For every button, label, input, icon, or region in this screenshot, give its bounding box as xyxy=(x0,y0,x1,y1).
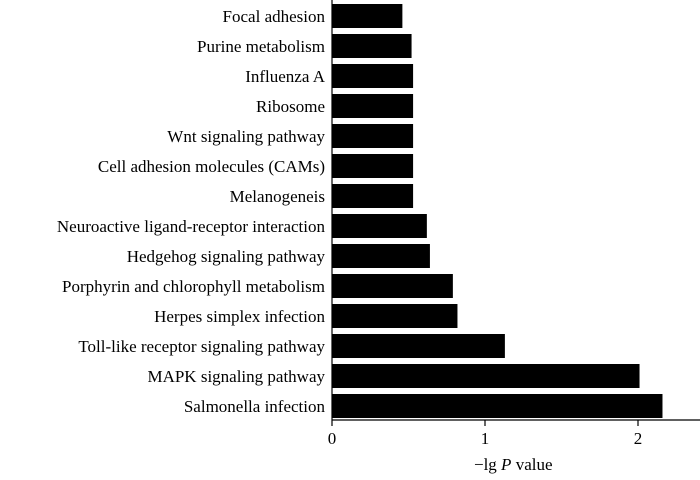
bar-13 xyxy=(332,364,640,388)
category-label: Influenza A xyxy=(245,67,325,86)
bars xyxy=(332,4,663,418)
bar-4 xyxy=(332,94,414,118)
x-ticks: 0 1 2 xyxy=(328,420,643,448)
x-tick-label: 0 xyxy=(328,429,337,448)
category-label: Neuroactive ligand-receptor interaction xyxy=(57,217,326,236)
category-label: Hedgehog signaling pathway xyxy=(127,247,326,266)
bar-14 xyxy=(332,394,663,418)
x-tick-label: 1 xyxy=(481,429,490,448)
category-label: Porphyrin and chlorophyll metabolism xyxy=(62,277,325,296)
x-axis-label-italic: P xyxy=(500,455,511,474)
x-axis-label-suffix: value xyxy=(511,455,552,474)
category-label: Herpes simplex infection xyxy=(154,307,325,326)
category-label: Toll-like receptor signaling pathway xyxy=(78,337,325,356)
category-label: Wnt signaling pathway xyxy=(167,127,325,146)
bar-9 xyxy=(332,244,430,268)
category-label: Ribosome xyxy=(256,97,325,116)
category-label: Cell adhesion molecules (CAMs) xyxy=(98,157,325,176)
x-axis-label-prefix: −lg xyxy=(474,455,501,474)
category-label: Focal adhesion xyxy=(223,7,326,26)
bar-12 xyxy=(332,334,505,358)
x-tick-label: 2 xyxy=(634,429,643,448)
bar-11 xyxy=(332,304,458,328)
bar-2 xyxy=(332,34,412,58)
bar-1 xyxy=(332,4,403,28)
bar-6 xyxy=(332,154,414,178)
category-label: MAPK signaling pathway xyxy=(147,367,325,386)
bar-10 xyxy=(332,274,453,298)
bar-5 xyxy=(332,124,414,148)
category-label: Melanogeneis xyxy=(230,187,325,206)
category-label: Purine metabolism xyxy=(197,37,325,56)
category-label: Salmonella infection xyxy=(184,397,326,416)
bar-3 xyxy=(332,64,414,88)
category-labels: Focal adhesion Purine metabolism Influenza… xyxy=(57,7,326,416)
x-axis-label: −lg P value xyxy=(474,455,553,474)
bar-7 xyxy=(332,184,414,208)
bar-8 xyxy=(332,214,427,238)
